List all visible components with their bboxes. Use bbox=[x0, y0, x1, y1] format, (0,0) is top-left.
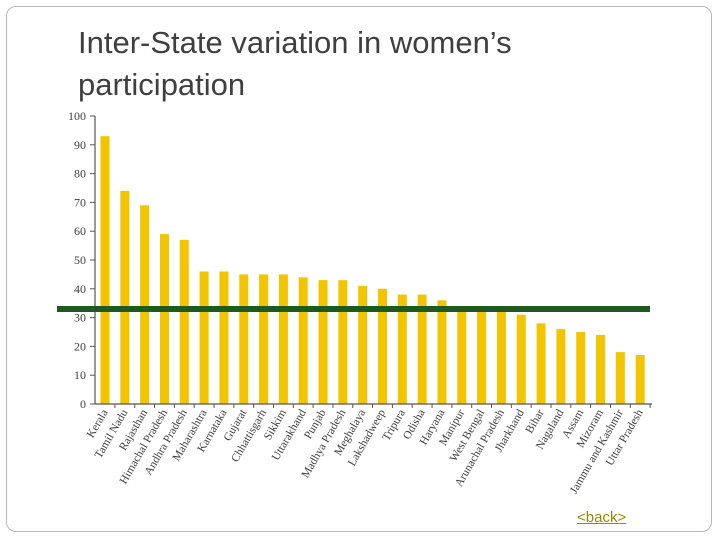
y-tick-label: 10 bbox=[74, 368, 86, 382]
slide-title: Inter-State variation in women’s partici… bbox=[78, 25, 512, 102]
bar-maharashtra bbox=[199, 271, 209, 404]
bar-sikkim bbox=[278, 274, 288, 404]
bar-meghalaya bbox=[358, 285, 368, 404]
bar-punjab bbox=[318, 280, 328, 404]
y-tick-label: 90 bbox=[74, 138, 86, 152]
bar-madhya-pradesh bbox=[338, 280, 348, 404]
bar-nagaland bbox=[556, 329, 566, 404]
bar-west-bengal bbox=[477, 308, 487, 404]
y-tick-label: 0 bbox=[80, 397, 86, 411]
bar-tripura bbox=[397, 294, 407, 404]
bar-rajasthan bbox=[140, 205, 150, 404]
bar-bihar bbox=[536, 323, 546, 404]
bar-gujarat bbox=[239, 274, 249, 404]
bar-kerala bbox=[100, 136, 110, 404]
back-link[interactable]: <back> bbox=[577, 509, 627, 526]
bar-chhattisgarh bbox=[259, 274, 269, 404]
bar-jammu-and-kashmir bbox=[615, 352, 625, 404]
bar-himachal-pradesh bbox=[159, 234, 169, 404]
y-tick-label: 50 bbox=[74, 253, 86, 267]
y-tick-label: 70 bbox=[74, 195, 86, 209]
bar-jharkhand bbox=[516, 314, 526, 404]
bar-manipur bbox=[457, 308, 467, 404]
bar-mizoram bbox=[596, 334, 606, 404]
bar-uttarakhand bbox=[298, 277, 308, 404]
y-tick-label: 80 bbox=[74, 167, 86, 181]
bar-uttar-pradesh bbox=[635, 355, 645, 404]
bar-odisha bbox=[417, 294, 427, 404]
y-tick-label: 40 bbox=[74, 282, 86, 296]
bar-andhra-pradesh bbox=[179, 239, 189, 404]
y-tick-label: 30 bbox=[74, 311, 86, 325]
bar-arunachal-pradesh bbox=[496, 308, 506, 404]
bar-haryana bbox=[437, 300, 447, 404]
bar-tamil-nadu bbox=[120, 190, 130, 404]
bar-assam bbox=[576, 332, 586, 404]
y-tick-label: 60 bbox=[74, 224, 86, 238]
bar-lakshadweep bbox=[378, 288, 387, 404]
bar-karnataka bbox=[219, 271, 229, 404]
y-tick-label: 20 bbox=[74, 339, 86, 353]
y-tick-label: 100 bbox=[68, 109, 86, 123]
